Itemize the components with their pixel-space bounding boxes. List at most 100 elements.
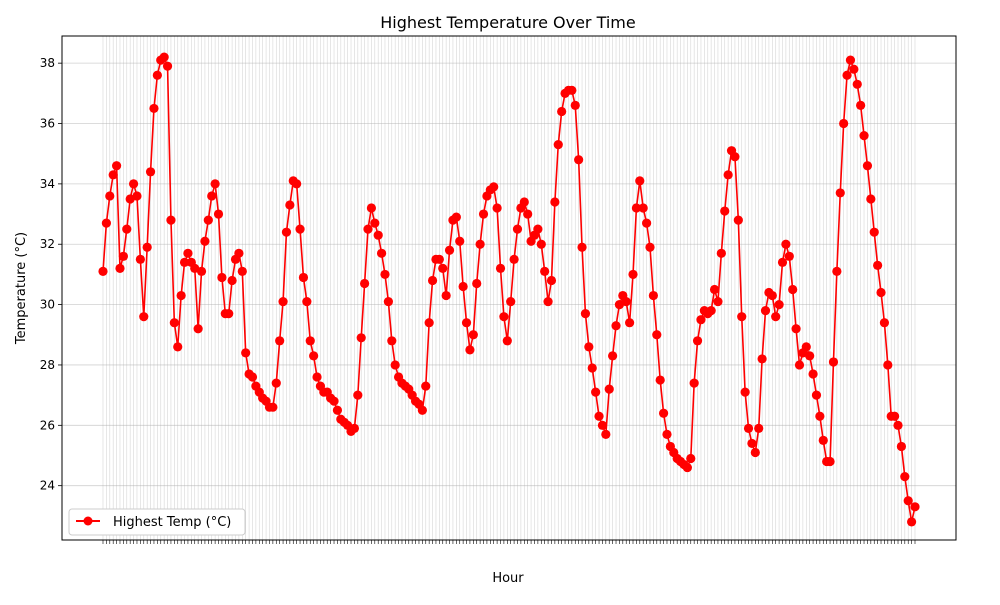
data-point xyxy=(604,384,614,394)
x-axis-label: Hour xyxy=(492,571,524,586)
data-point xyxy=(543,296,553,307)
data-point xyxy=(716,248,726,258)
data-point xyxy=(162,61,173,71)
data-point xyxy=(329,396,339,406)
data-point xyxy=(652,330,662,340)
data-point xyxy=(706,306,716,316)
data-point xyxy=(662,429,672,439)
data-point xyxy=(478,209,489,219)
data-point xyxy=(166,215,176,225)
data-point xyxy=(642,218,652,228)
data-point xyxy=(115,263,125,273)
data-point xyxy=(893,420,903,430)
y-tick-label: 34 xyxy=(40,177,55,191)
data-point xyxy=(818,435,828,446)
data-point xyxy=(465,345,475,355)
data-point xyxy=(825,456,835,467)
data-point xyxy=(692,336,703,346)
data-point xyxy=(458,281,468,292)
data-point xyxy=(584,342,594,352)
data-point xyxy=(553,140,563,150)
data-point xyxy=(159,52,169,62)
data-point xyxy=(747,438,757,449)
data-point xyxy=(883,360,893,370)
data-point xyxy=(179,257,190,267)
data-point xyxy=(828,357,839,367)
data-point xyxy=(625,318,635,328)
data-point xyxy=(852,79,862,89)
data-point xyxy=(373,230,383,240)
data-point xyxy=(455,236,465,246)
data-point xyxy=(686,453,696,464)
data-point xyxy=(424,318,434,328)
plot-frame xyxy=(61,35,957,541)
data-point xyxy=(444,245,455,255)
data-point xyxy=(183,248,193,258)
data-point xyxy=(360,278,370,289)
data-point xyxy=(207,191,217,201)
data-point xyxy=(302,296,312,307)
data-point xyxy=(655,375,665,385)
data-point xyxy=(210,179,220,189)
x-ticks xyxy=(102,540,916,544)
data-point xyxy=(743,423,754,433)
data-point xyxy=(720,206,730,216)
data-point xyxy=(427,275,438,286)
data-point xyxy=(839,118,849,129)
series-layer xyxy=(98,52,920,527)
data-point xyxy=(523,209,533,219)
data-point xyxy=(370,218,380,228)
data-point xyxy=(519,197,529,207)
data-point xyxy=(879,318,890,328)
data-point xyxy=(295,224,305,234)
data-point xyxy=(169,318,179,328)
data-point xyxy=(499,312,509,322)
data-point xyxy=(580,309,591,319)
data-point xyxy=(241,348,251,358)
data-point xyxy=(380,269,390,280)
data-point xyxy=(536,239,546,249)
data-point xyxy=(506,296,516,307)
data-point xyxy=(363,224,373,234)
data-point xyxy=(349,423,360,433)
data-point xyxy=(808,369,818,379)
y-tick-label: 26 xyxy=(40,418,55,432)
chart-title: Highest Temperature Over Time xyxy=(380,13,635,32)
data-point xyxy=(794,360,805,370)
data-point xyxy=(512,224,523,234)
data-point xyxy=(859,130,869,141)
data-point xyxy=(101,218,111,228)
data-point xyxy=(784,251,794,261)
data-point xyxy=(835,188,845,198)
data-point xyxy=(890,411,900,421)
data-point xyxy=(900,472,910,482)
y-ticks: 24 26 28 30 32 34 36 38 xyxy=(40,56,62,493)
data-point xyxy=(791,324,801,334)
data-point xyxy=(509,254,519,264)
data-point xyxy=(645,242,655,252)
data-point xyxy=(713,296,723,307)
data-point xyxy=(353,390,363,400)
data-point xyxy=(597,420,608,430)
data-point xyxy=(591,387,601,397)
data-point xyxy=(492,203,502,213)
data-point xyxy=(176,290,186,301)
data-point xyxy=(332,405,343,415)
data-point xyxy=(788,284,798,295)
data-point xyxy=(862,161,873,171)
data-point xyxy=(658,408,669,418)
data-point xyxy=(682,462,692,473)
data-point xyxy=(876,287,886,298)
data-point xyxy=(281,227,292,237)
data-point xyxy=(285,200,295,210)
data-point xyxy=(298,272,309,283)
data-point xyxy=(777,257,788,267)
data-point xyxy=(247,372,258,382)
data-point xyxy=(550,197,560,207)
data-point xyxy=(648,290,658,301)
data-point xyxy=(767,290,777,301)
data-point xyxy=(754,423,764,433)
legend-label: Highest Temp (°C) xyxy=(113,515,231,530)
data-point xyxy=(907,517,917,527)
y-tick-label: 24 xyxy=(40,479,55,493)
